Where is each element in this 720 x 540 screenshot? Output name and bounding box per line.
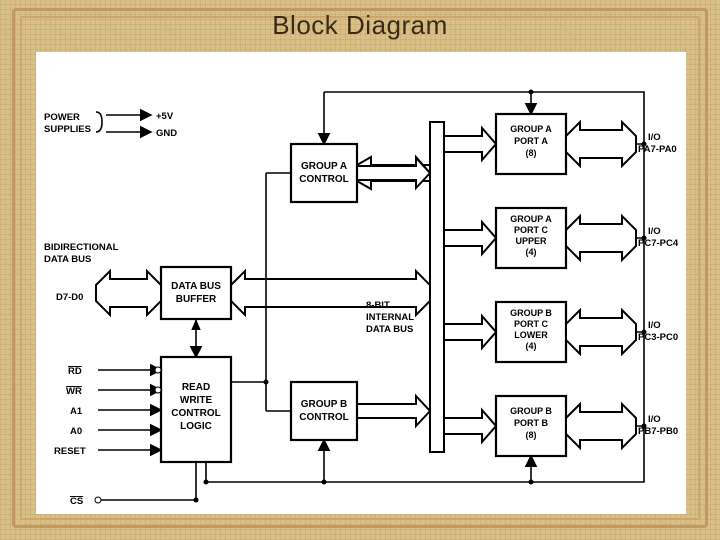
diagram-canvas: { "title": "Block Diagram", "type": "blo…: [36, 52, 686, 514]
slide-background: Block Diagram { "title": "Block Diagram"…: [0, 0, 720, 540]
svg-text:(4): (4): [526, 247, 537, 257]
svg-text:WR: WR: [66, 386, 82, 397]
node-495-40: [529, 90, 534, 95]
block-portcu: GROUP A PORT C UPPER (4): [496, 208, 566, 268]
svg-text:GROUP A: GROUP A: [301, 161, 347, 172]
svg-text:PORT A: PORT A: [514, 136, 548, 146]
svg-text:I/O: I/O: [648, 132, 661, 143]
svg-text:PORT C: PORT C: [514, 225, 549, 235]
bus-label-3: DATA BUS: [366, 324, 413, 335]
svg-text:PB7-PB0: PB7-PB0: [638, 426, 678, 437]
node-495-430: [529, 480, 534, 485]
label-power2: SUPPLIES: [44, 124, 91, 135]
svg-text:(4): (4): [526, 341, 537, 351]
internal-bus-rect: [430, 122, 444, 452]
ctl-signals: RD WR A1 A0 RESET CS: [54, 366, 161, 507]
node-230-330: [264, 380, 269, 385]
svg-text:RESET: RESET: [54, 446, 86, 457]
bus-arrow-databus: [231, 271, 430, 315]
svg-text:RD: RD: [68, 366, 82, 377]
block-grpbctl: GROUP B CONTROL: [291, 382, 357, 440]
svg-text:GROUP A: GROUP A: [510, 214, 552, 224]
svg-text:GROUP A: GROUP A: [510, 124, 552, 134]
svg-text:(8): (8): [526, 148, 537, 158]
bus-arrow-portb: [444, 410, 496, 442]
svg-text:PORT B: PORT B: [514, 418, 549, 428]
svg-text:PORT C: PORT C: [514, 319, 549, 329]
svg-text:I/O: I/O: [648, 226, 661, 237]
bus-arrow-left-databus: [96, 271, 161, 315]
bus-open-arrow-grpb: [357, 396, 430, 426]
bus-arrow-porta: [444, 128, 496, 160]
svg-text:WRITE: WRITE: [180, 395, 213, 406]
svg-text:CONTROL: CONTROL: [299, 174, 348, 185]
svg-text:UPPER: UPPER: [515, 236, 547, 246]
node-160-448: [194, 498, 199, 503]
svg-text:DATA BUS: DATA BUS: [171, 281, 221, 292]
svg-text:GROUP B: GROUP B: [510, 406, 552, 416]
svg-text:A0: A0: [70, 426, 82, 437]
svg-text:A1: A1: [70, 406, 83, 417]
block-portb: GROUP B PORT B (8): [496, 396, 566, 456]
block-portcl: GROUP B PORT C LOWER (4): [496, 302, 566, 362]
svg-text:I/O: I/O: [648, 320, 661, 331]
io-portcu: I/O PC7-PC4: [566, 216, 679, 260]
label-bidir2: DATA BUS: [44, 254, 91, 265]
svg-text:CONTROL: CONTROL: [299, 412, 348, 423]
bus-arrow-portcu: [444, 222, 496, 254]
label-5v: +5V: [156, 111, 174, 122]
node-288-430: [322, 480, 327, 485]
diagram-svg: DATA BUS BUFFER READ WRITE CONTROL LOGIC…: [36, 52, 686, 514]
bus-label-1: 8-BIT: [366, 300, 390, 311]
io-portcl: I/O PC3-PC0: [566, 310, 678, 354]
block-porta: GROUP A PORT A (8): [496, 114, 566, 174]
node-170-430: [204, 480, 209, 485]
svg-text:PC3-PC0: PC3-PC0: [638, 332, 678, 343]
svg-text:GROUP B: GROUP B: [301, 399, 348, 410]
bus-arrow-portcl: [444, 316, 496, 348]
block-rw: READ WRITE CONTROL LOGIC: [161, 357, 231, 462]
label-gnd: GND: [156, 128, 177, 139]
io-porta: I/O PA7-PA0: [566, 122, 677, 166]
label-bidir1: BIDIRECTIONAL: [44, 242, 119, 253]
power-brace: [96, 112, 102, 132]
svg-text:LOGIC: LOGIC: [180, 421, 212, 432]
slide-title: Block Diagram: [0, 10, 720, 41]
block-grpactl: GROUP A CONTROL: [291, 144, 357, 202]
io-portb: I/O PB7-PB0: [566, 404, 678, 448]
label-power1: POWER: [44, 112, 80, 123]
bus-label-2: INTERNAL: [366, 312, 414, 323]
svg-text:I/O: I/O: [648, 414, 661, 425]
label-d7d0: D7-D0: [56, 292, 83, 303]
svg-text:(8): (8): [526, 430, 537, 440]
svg-text:READ: READ: [182, 382, 210, 393]
svg-text:BUFFER: BUFFER: [176, 294, 217, 305]
svg-text:PA7-PA0: PA7-PA0: [638, 144, 677, 155]
svg-text:LOWER: LOWER: [514, 330, 548, 340]
svg-text:GROUP B: GROUP B: [510, 308, 552, 318]
block-databus: DATA BUS BUFFER: [161, 267, 231, 319]
svg-text:CS: CS: [70, 496, 83, 507]
svg-text:CONTROL: CONTROL: [171, 408, 220, 419]
svg-text:PC7-PC4: PC7-PC4: [638, 238, 679, 249]
